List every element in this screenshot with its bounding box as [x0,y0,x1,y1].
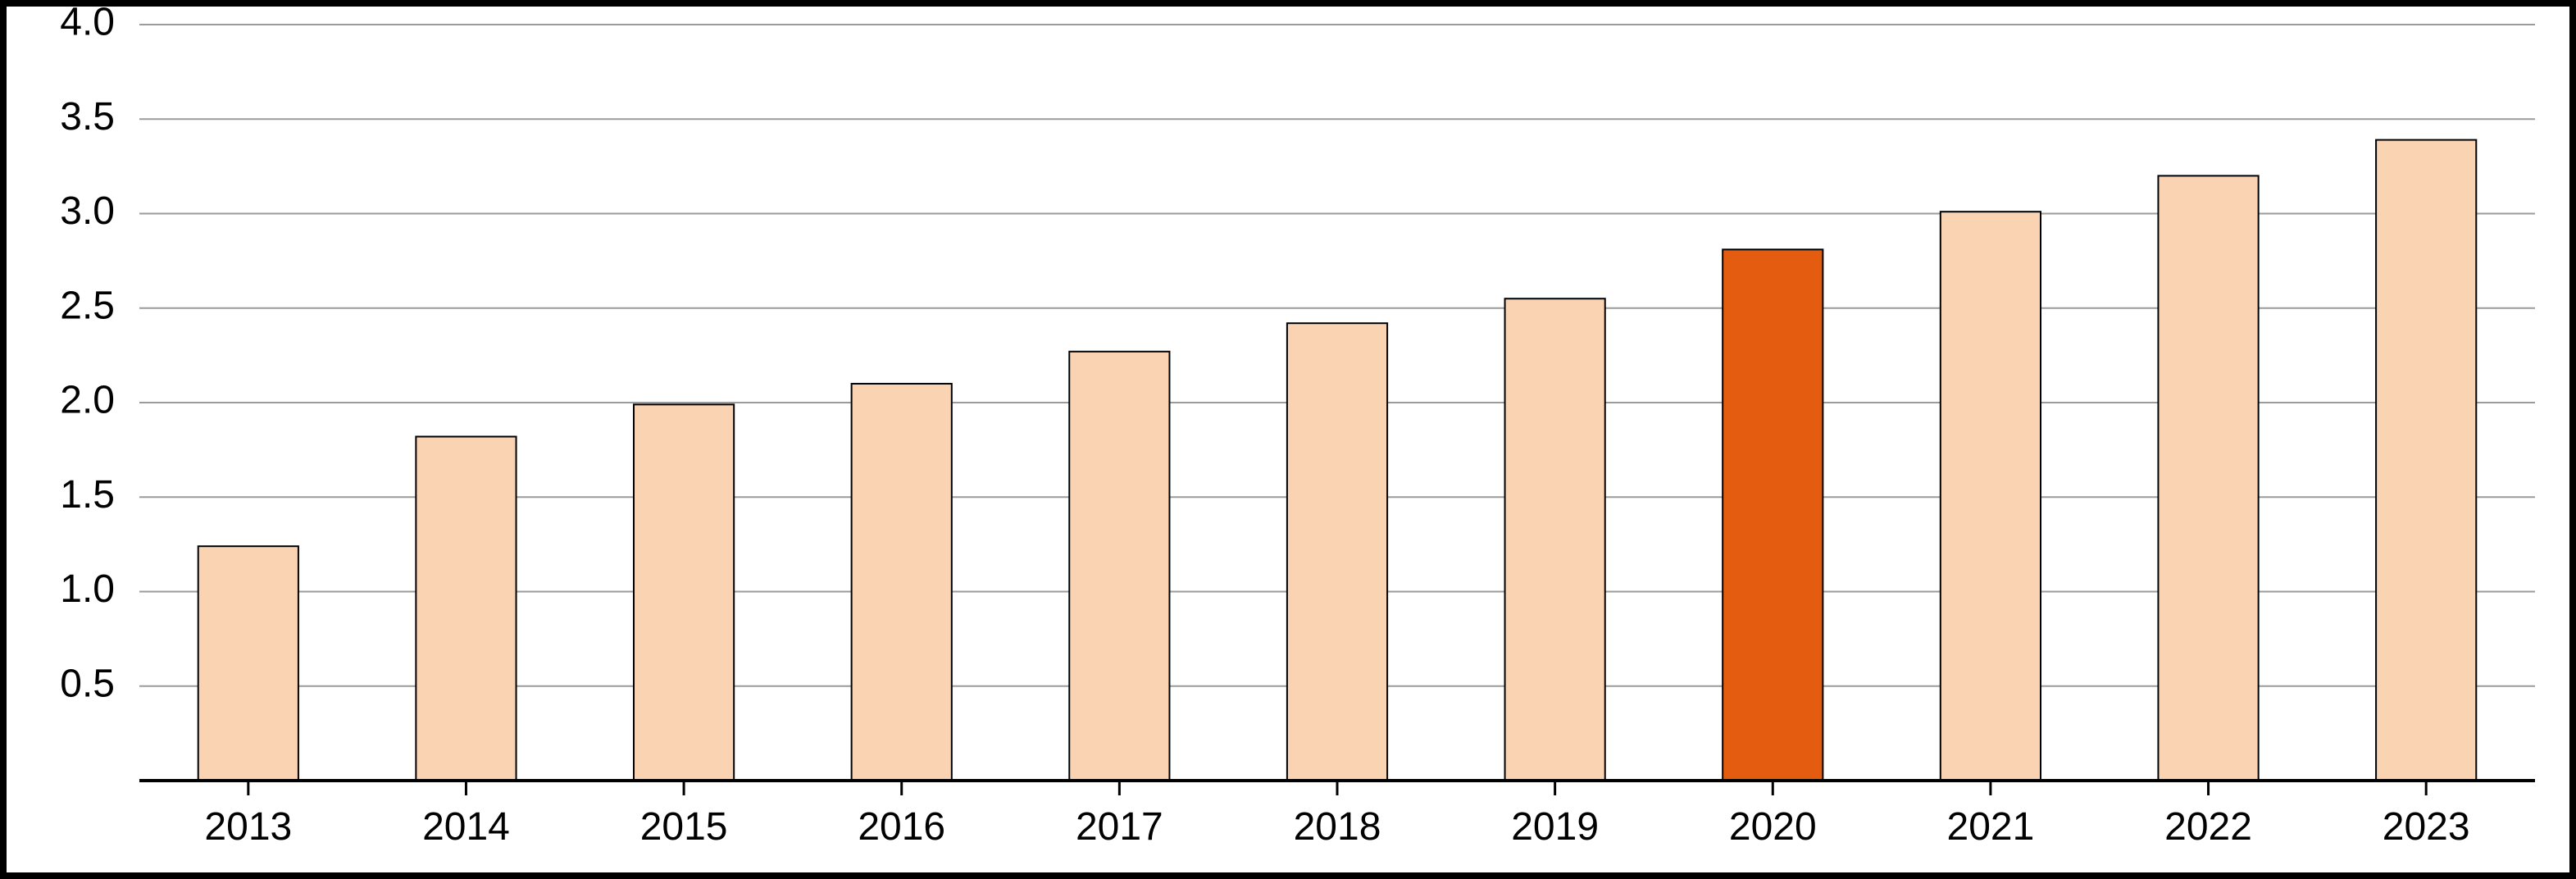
bar [1069,352,1169,781]
x-tick-label: 2014 [422,805,510,849]
x-tick-label: 2016 [858,805,945,849]
bar-highlight [1723,249,1823,781]
bar [198,546,298,781]
x-tick-label: 2018 [1294,805,1381,849]
x-tick-label: 2021 [1947,805,2035,849]
y-tick-label: 2.5 [60,284,115,327]
bar [2158,175,2258,781]
bar [634,404,734,781]
bar [1505,298,1605,781]
y-tick-label: 3.0 [60,189,115,233]
y-tick-label: 2.0 [60,379,115,422]
y-tick-label: 4.0 [60,1,115,44]
x-tick-label: 2013 [204,805,292,849]
x-tick-label: 2017 [1076,805,1163,849]
bar [416,436,516,781]
x-tick-label: 2023 [2383,805,2470,849]
bar [1287,323,1387,781]
x-tick-label: 2019 [1511,805,1599,849]
x-tick-label: 2022 [2164,805,2252,849]
y-tick-label: 0.5 [60,662,115,705]
bar [2376,140,2476,781]
bar [852,384,952,781]
x-tick-label: 2020 [1729,805,1817,849]
y-tick-label: 1.0 [60,567,115,611]
bar [1941,212,2041,781]
x-tick-label: 2015 [640,805,728,849]
bar-chart-svg: 0.5 1.0 1.5 2.0 2.5 3.0 3.5 4.0 2013 2014 2015 2016… [0,0,2576,879]
bar-chart: 0.5 1.0 1.5 2.0 2.5 3.0 3.5 4.0 2013 2014 2015 2016… [0,0,2576,879]
y-tick-label: 1.5 [60,473,115,517]
y-tick-label: 3.5 [60,95,115,139]
